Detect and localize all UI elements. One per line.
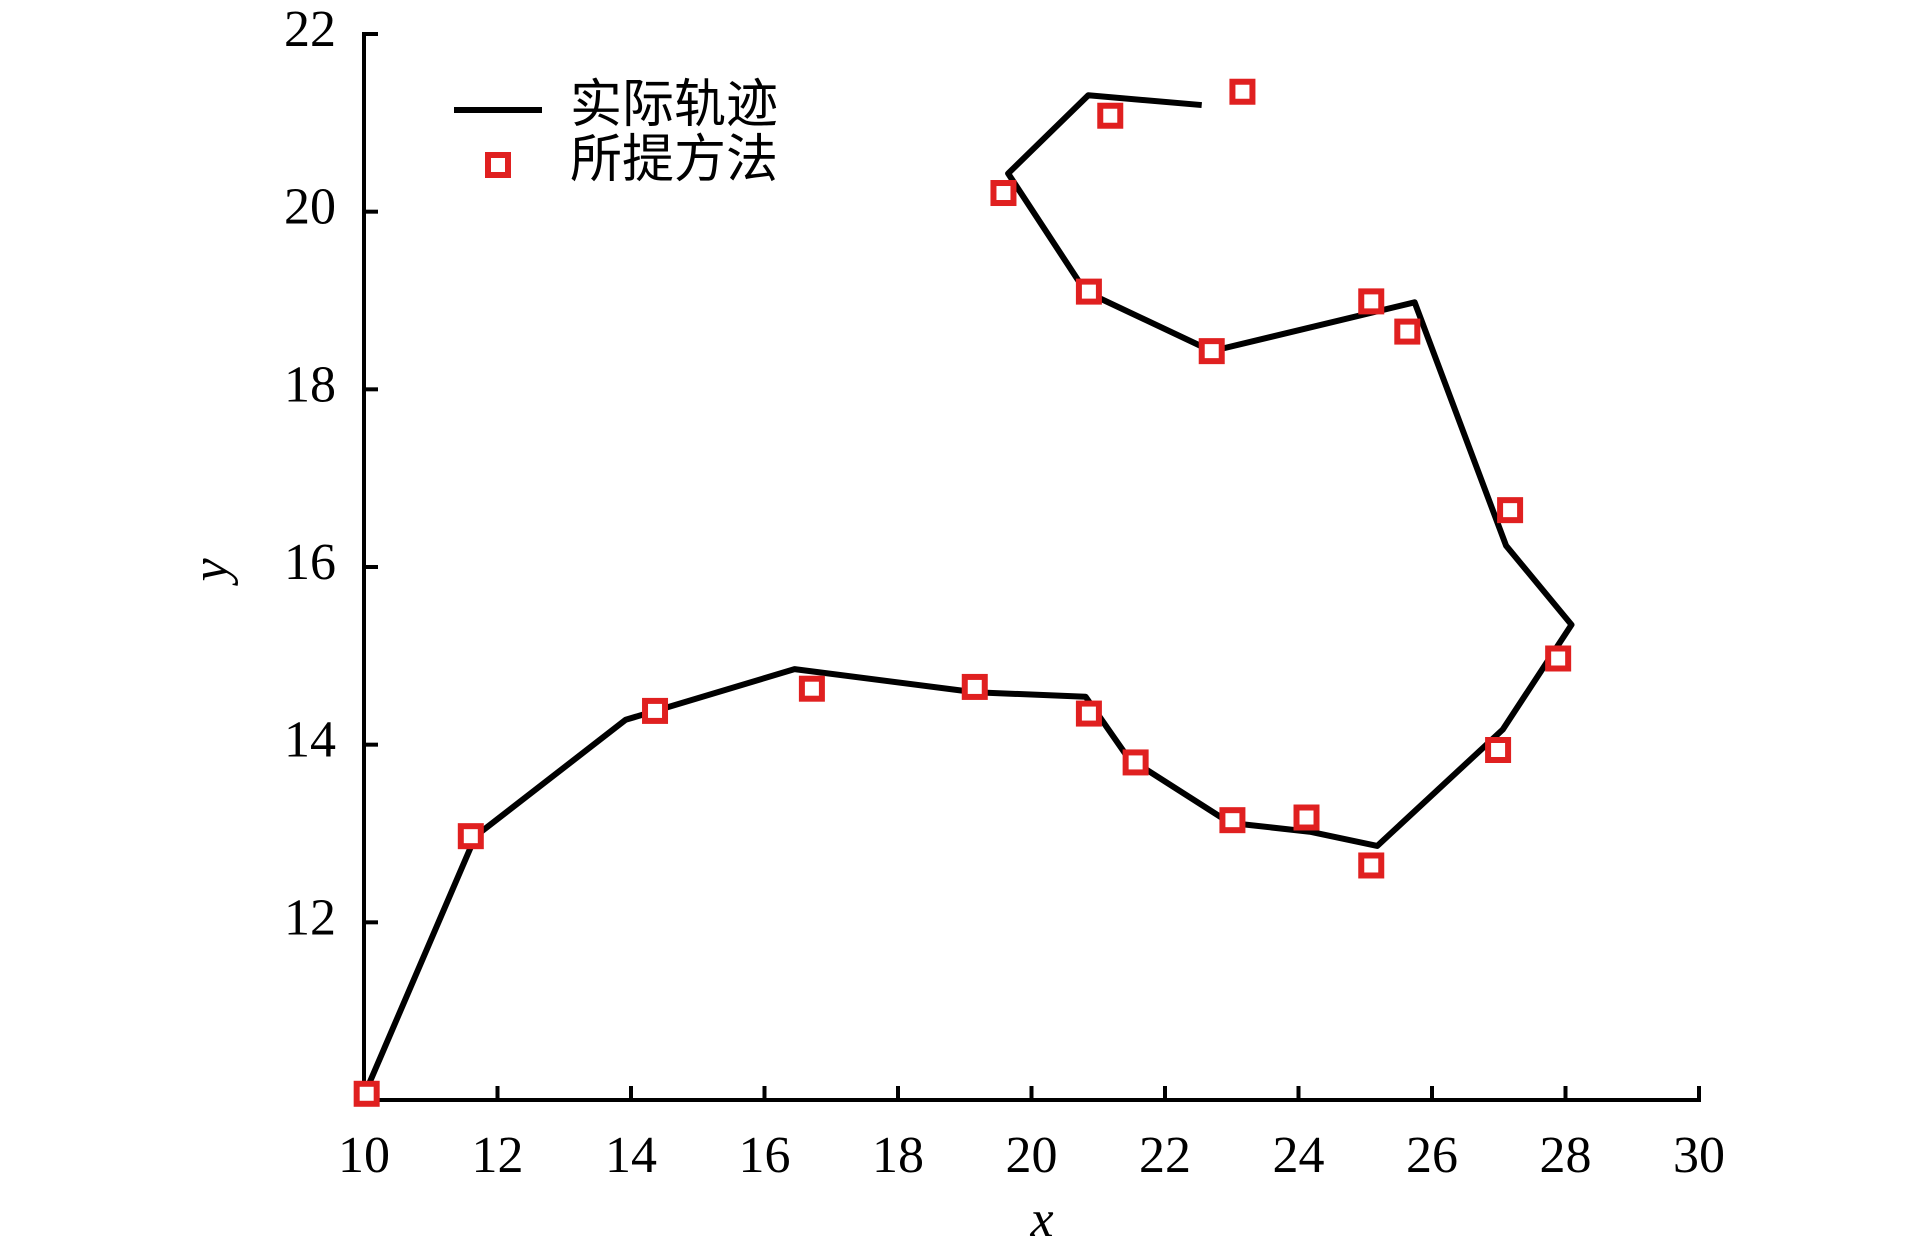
x-tick-label: 30 [1673, 1127, 1725, 1184]
x-tick-label: 12 [472, 1127, 524, 1184]
marker [1097, 102, 1124, 129]
marker [1198, 338, 1225, 365]
marker [1394, 318, 1421, 345]
y-tick-label: 14 [284, 712, 336, 769]
x-axis-label: x [1029, 1191, 1053, 1248]
y-tick-label: 22 [284, 1, 336, 58]
marker [1075, 700, 1102, 727]
x-tick-label: 20 [1006, 1127, 1058, 1184]
marker [1122, 749, 1149, 776]
marker [1545, 645, 1572, 672]
x-tick-label: 28 [1540, 1127, 1592, 1184]
marker [798, 675, 825, 702]
marker [642, 697, 669, 724]
y-tick-label: 12 [284, 889, 336, 946]
x-tick-label: 18 [872, 1127, 924, 1184]
x-tick-label: 10 [338, 1127, 390, 1184]
y-tick-label: 16 [284, 534, 336, 591]
marker [457, 823, 484, 850]
marker [1293, 804, 1320, 831]
x-tick-label: 24 [1273, 1127, 1325, 1184]
marker [1358, 288, 1385, 315]
y-axis-label: y [182, 558, 239, 587]
x-tick-label: 14 [605, 1127, 657, 1184]
marker [1485, 736, 1512, 763]
x-tick-label: 22 [1139, 1127, 1191, 1184]
marker [1075, 278, 1102, 305]
y-tick-label: 18 [284, 356, 336, 413]
y-tick-label: 20 [284, 179, 336, 236]
marker [1497, 497, 1524, 524]
legend-label: 实际轨迹 [570, 77, 778, 134]
marker [353, 1080, 380, 1107]
marker [1229, 78, 1256, 105]
trajectory-line [361, 92, 1575, 1097]
marker [1219, 807, 1246, 834]
marker [990, 180, 1017, 207]
marker [1358, 852, 1385, 879]
x-tick-label: 16 [739, 1127, 791, 1184]
x-tick-label: 26 [1406, 1127, 1458, 1184]
legend-label: 所提方法 [570, 132, 778, 189]
marker [961, 673, 988, 700]
legend-swatch [485, 152, 511, 178]
